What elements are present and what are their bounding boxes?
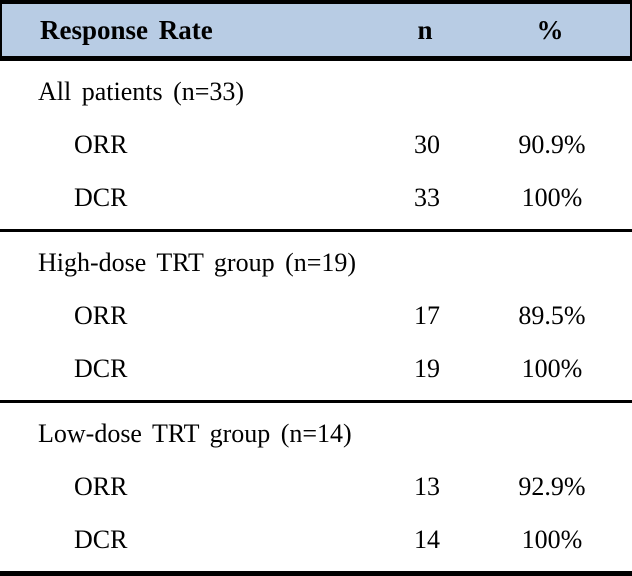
row-percent-value: 89.5%: [518, 300, 586, 330]
row-n-value: 14: [414, 525, 440, 555]
section-high-dose-trt: High-dose TRT group (n=19) ORR 17 89.5% …: [0, 229, 632, 400]
row-percent-value: 100%: [521, 525, 583, 555]
row-n-value: 33: [414, 183, 440, 213]
row-label: DCR: [74, 525, 128, 555]
row-label: DCR: [74, 183, 128, 213]
section-title: High-dose TRT group (n=19): [38, 247, 357, 277]
column-header-n: n: [417, 14, 433, 45]
table-row: ORR 30 90.9%: [0, 130, 632, 160]
row-percent-value: 100%: [521, 354, 583, 384]
row-label: DCR: [74, 354, 128, 384]
column-header-percent: %: [536, 14, 564, 45]
table-row: DCR 33 100%: [0, 183, 632, 213]
row-label: ORR: [74, 129, 128, 159]
row-n-value: 13: [414, 471, 440, 501]
table-row: DCR 14 100%: [0, 525, 632, 555]
row-n-value: 19: [414, 354, 440, 384]
table-header-row: Response Rate n %: [0, 4, 632, 61]
section-title: All patients (n=33): [38, 76, 245, 106]
section-all-patients: All patients (n=33) ORR 30 90.9% DCR 33 …: [0, 61, 632, 229]
section-low-dose-trt: Low-dose TRT group (n=14) ORR 13 92.9% D…: [0, 400, 632, 571]
row-percent-value: 100%: [521, 183, 583, 213]
table-row: DCR 19 100%: [0, 354, 632, 384]
table-row: ORR 17 89.5%: [0, 301, 632, 331]
column-header-response-rate: Response Rate: [40, 14, 213, 45]
section-title: Low-dose TRT group (n=14): [38, 418, 352, 448]
row-label: ORR: [74, 300, 128, 330]
row-label: ORR: [74, 471, 128, 501]
row-percent-value: 92.9%: [518, 471, 586, 501]
table-row: ORR 13 92.9%: [0, 472, 632, 502]
row-n-value: 17: [414, 300, 440, 330]
row-n-value: 30: [414, 129, 440, 159]
row-percent-value: 90.9%: [518, 129, 586, 159]
